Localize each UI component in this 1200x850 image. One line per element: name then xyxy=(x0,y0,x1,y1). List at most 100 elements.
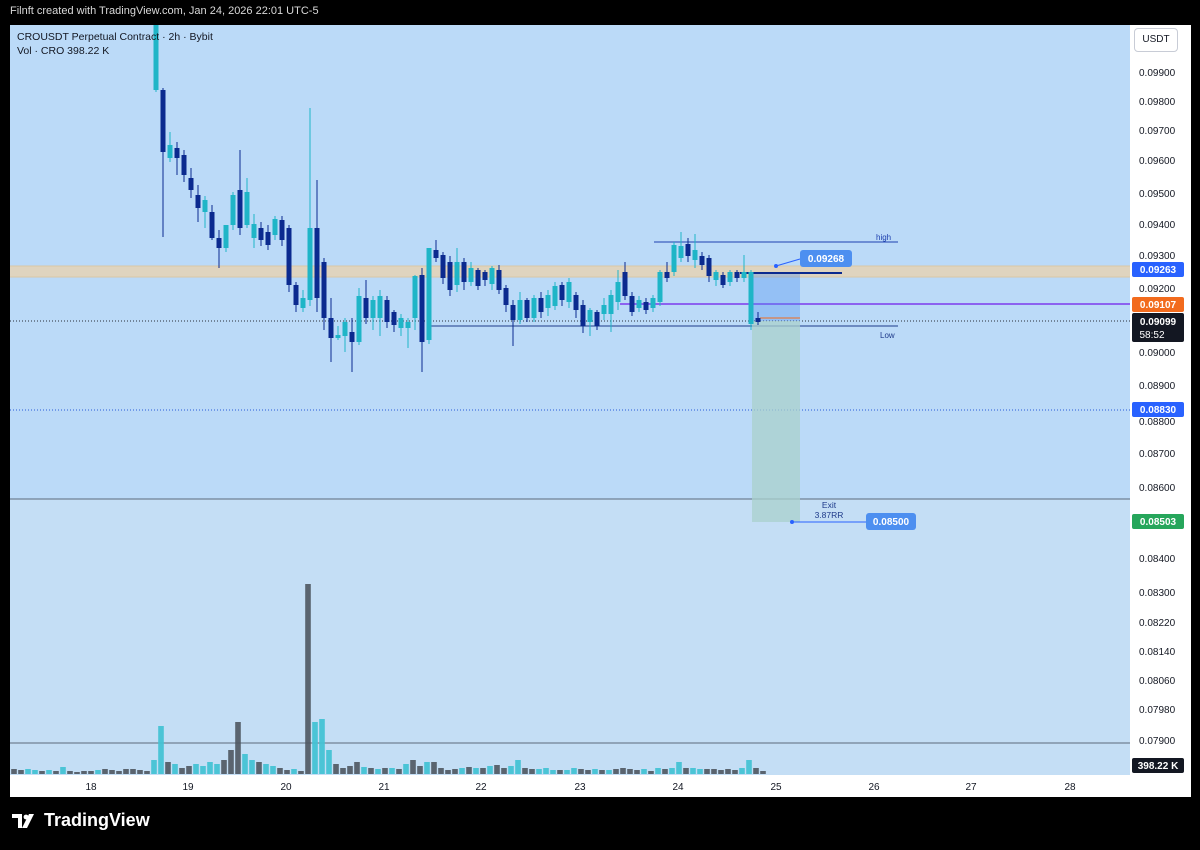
candle-body xyxy=(286,228,292,285)
tag-level-mid[interactable] xyxy=(1132,297,1184,312)
tradingview-logo-icon xyxy=(12,814,34,828)
volume-bar xyxy=(501,768,507,774)
currency-button[interactable]: USDT xyxy=(1134,28,1178,52)
target-zone[interactable] xyxy=(752,321,800,522)
volume-bar xyxy=(53,771,59,774)
price-tick: 0.08220 xyxy=(1139,618,1176,629)
volume-bar xyxy=(11,769,17,774)
volume-bar xyxy=(578,769,584,774)
volume-bar xyxy=(214,764,220,774)
candle-body xyxy=(517,300,523,320)
callout-upper-box[interactable] xyxy=(800,250,852,267)
volume-bar xyxy=(207,762,213,774)
candle-body xyxy=(440,255,446,278)
candle-body xyxy=(328,318,334,338)
volume-bar xyxy=(466,767,472,774)
candle-body xyxy=(475,270,481,286)
volume-bar xyxy=(683,768,689,774)
candle-body xyxy=(356,296,362,342)
symbol-line[interactable]: CROUSDT Perpetual Contract · 2h · Bybit xyxy=(17,31,213,43)
volume-bar xyxy=(179,768,185,774)
price-tick: 0.09900 xyxy=(1139,68,1176,79)
candle-body xyxy=(692,250,698,260)
volume-bar xyxy=(445,770,451,774)
candle-body xyxy=(636,300,642,308)
volume-line[interactable]: Vol · CRO 398.22 K xyxy=(17,45,110,57)
candle-body xyxy=(748,272,754,324)
exit-anchor xyxy=(790,520,794,524)
candle-body xyxy=(244,192,250,225)
volume-bar xyxy=(403,764,409,774)
candle-body xyxy=(678,246,684,258)
volume-bar xyxy=(487,766,493,774)
tag-stop-level[interactable] xyxy=(1132,402,1184,417)
candle-body xyxy=(531,298,537,318)
volume-bar xyxy=(753,768,759,774)
candle-body xyxy=(377,296,383,318)
candle-body xyxy=(657,272,663,302)
callout-upper-leader xyxy=(775,258,801,267)
price-axis-ticks: 0.09900 0.09800 0.09700 0.09600 0.09500 … xyxy=(1139,68,1176,747)
volume-bar xyxy=(60,767,66,774)
volume-bar xyxy=(277,768,283,774)
volume-bar xyxy=(732,770,738,774)
volume-bar xyxy=(557,770,563,774)
volume-bar xyxy=(550,770,556,774)
candle-body xyxy=(727,272,733,282)
volume-series[interactable] xyxy=(11,584,766,774)
volume-bar xyxy=(375,769,381,774)
volume-bar xyxy=(396,769,402,774)
time-label: 23 xyxy=(574,782,586,793)
candle-body xyxy=(419,275,425,342)
candle-body xyxy=(188,178,194,190)
candle-body xyxy=(384,300,390,322)
volume-bar xyxy=(130,769,136,774)
tag-last-price[interactable] xyxy=(1132,313,1184,342)
volume-bar xyxy=(718,770,724,774)
tag-volume[interactable] xyxy=(1132,758,1184,773)
volume-bar xyxy=(172,764,178,774)
price-tick: 0.08060 xyxy=(1139,676,1176,687)
candle-body xyxy=(629,296,635,312)
tag-target-level[interactable] xyxy=(1132,514,1184,529)
tag-volume-value: 398.22 K xyxy=(1138,761,1179,772)
volume-bar xyxy=(319,719,325,774)
candle-body xyxy=(405,322,411,328)
volume-bar xyxy=(88,771,94,774)
time-label: 22 xyxy=(475,782,487,793)
volume-bar xyxy=(95,770,101,774)
candle-body xyxy=(489,268,495,284)
candle-body xyxy=(601,305,607,314)
candle-body xyxy=(153,25,159,90)
stop-zone[interactable] xyxy=(752,273,800,321)
tag-level-upper[interactable] xyxy=(1132,262,1184,277)
volume-bar xyxy=(312,722,318,774)
volume-bar xyxy=(655,768,661,774)
volume-bar xyxy=(627,769,633,774)
exit-callout-box[interactable] xyxy=(866,513,916,530)
volume-bar xyxy=(193,764,199,774)
volume-bar xyxy=(452,769,458,774)
candle-body xyxy=(545,295,551,308)
tradingview-brand: TradingView xyxy=(44,810,150,830)
candle-body xyxy=(566,282,572,302)
volume-bar xyxy=(32,770,38,774)
volume-bar xyxy=(473,768,479,774)
volume-bar xyxy=(326,750,332,774)
candle-body xyxy=(426,248,432,340)
candle-body xyxy=(720,275,726,285)
volume-bar xyxy=(480,768,486,774)
candle-body xyxy=(265,232,271,245)
candle-body xyxy=(741,272,747,278)
candle-body xyxy=(398,318,404,328)
tag-level-upper-value: 0.09263 xyxy=(1140,265,1177,276)
volume-bar xyxy=(25,769,31,774)
volume-bar xyxy=(410,760,416,774)
candle-body xyxy=(524,300,530,318)
candlestick-series[interactable] xyxy=(153,25,761,372)
candle-body xyxy=(496,270,502,290)
time-label: 26 xyxy=(868,782,880,793)
time-axis-labels: 18 19 20 21 22 23 24 25 26 27 28 xyxy=(85,782,1076,793)
volume-bar xyxy=(508,766,514,774)
